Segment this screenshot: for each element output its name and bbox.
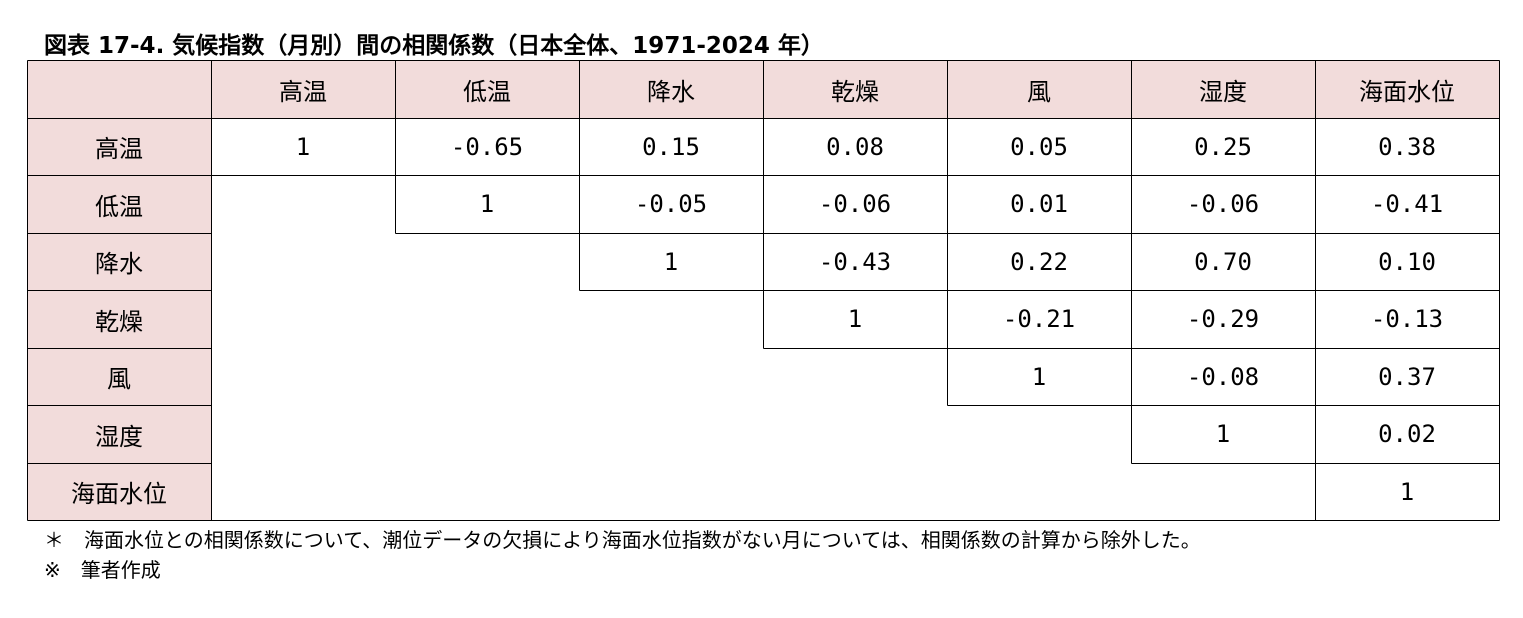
- correlation-value: -0.05: [634, 190, 708, 218]
- correlation-value: 0.10: [1378, 247, 1436, 276]
- correlation-value: 0.22: [1010, 247, 1068, 276]
- correlation-value: -0.13: [1370, 305, 1444, 333]
- footnote-asterisk: ＊ 海面水位との相関係数について、潮位データの欠損により海面水位指数がない月につ…: [44, 528, 1201, 552]
- correlation-value: 0.15: [642, 132, 700, 161]
- row-header: 風: [27, 348, 211, 405]
- correlation-value: 0.37: [1378, 362, 1436, 391]
- correlation-value: -0.06: [818, 190, 892, 218]
- correlation-value: 0.05: [1010, 132, 1068, 161]
- correlation-value: 1: [1215, 420, 1231, 448]
- table-corner-cell: [27, 60, 211, 118]
- row-header: 高温: [27, 118, 211, 175]
- correlation-value: 1: [847, 305, 863, 333]
- correlation-value: -0.43: [818, 247, 892, 276]
- correlation-value: 1: [479, 190, 495, 218]
- column-header: 高温: [211, 60, 395, 118]
- correlation-value: -0.21: [1002, 305, 1076, 333]
- correlation-value: -0.06: [1186, 190, 1260, 218]
- correlation-value: -0.08: [1186, 362, 1260, 391]
- row-header: 湿度: [27, 405, 211, 463]
- correlation-value: 0.38: [1378, 132, 1436, 161]
- row-header: 降水: [27, 233, 211, 290]
- row-header: 海面水位: [27, 463, 211, 520]
- correlation-value: 0.01: [1010, 190, 1068, 218]
- figure-title: 図表 17-4. 気候指数（月別）間の相関係数（日本全体、1971-2024 年…: [44, 33, 824, 59]
- correlation-value: -0.29: [1186, 305, 1260, 333]
- correlation-value: 1: [1399, 477, 1415, 506]
- correlation-value: 1: [295, 132, 311, 161]
- column-header: 海面水位: [1315, 60, 1499, 118]
- column-header: 乾燥: [763, 60, 947, 118]
- correlation-value: 1: [1031, 362, 1047, 391]
- column-header: 降水: [579, 60, 763, 118]
- correlation-value: 0.70: [1194, 247, 1252, 276]
- column-header: 湿度: [1131, 60, 1315, 118]
- correlation-value: 0.08: [826, 132, 884, 161]
- footnote-source: ※ 筆者作成: [44, 558, 161, 582]
- column-header: 低温: [395, 60, 579, 118]
- row-header: 乾燥: [27, 290, 211, 348]
- column-header: 風: [947, 60, 1131, 118]
- correlation-value: -0.65: [450, 132, 524, 161]
- row-header: 低温: [27, 175, 211, 233]
- correlation-value: -0.41: [1370, 190, 1444, 218]
- correlation-value: 1: [663, 247, 679, 276]
- correlation-value: 0.25: [1194, 132, 1252, 161]
- table-grid-lines: [27, 60, 1500, 521]
- correlation-value: 0.02: [1378, 420, 1436, 448]
